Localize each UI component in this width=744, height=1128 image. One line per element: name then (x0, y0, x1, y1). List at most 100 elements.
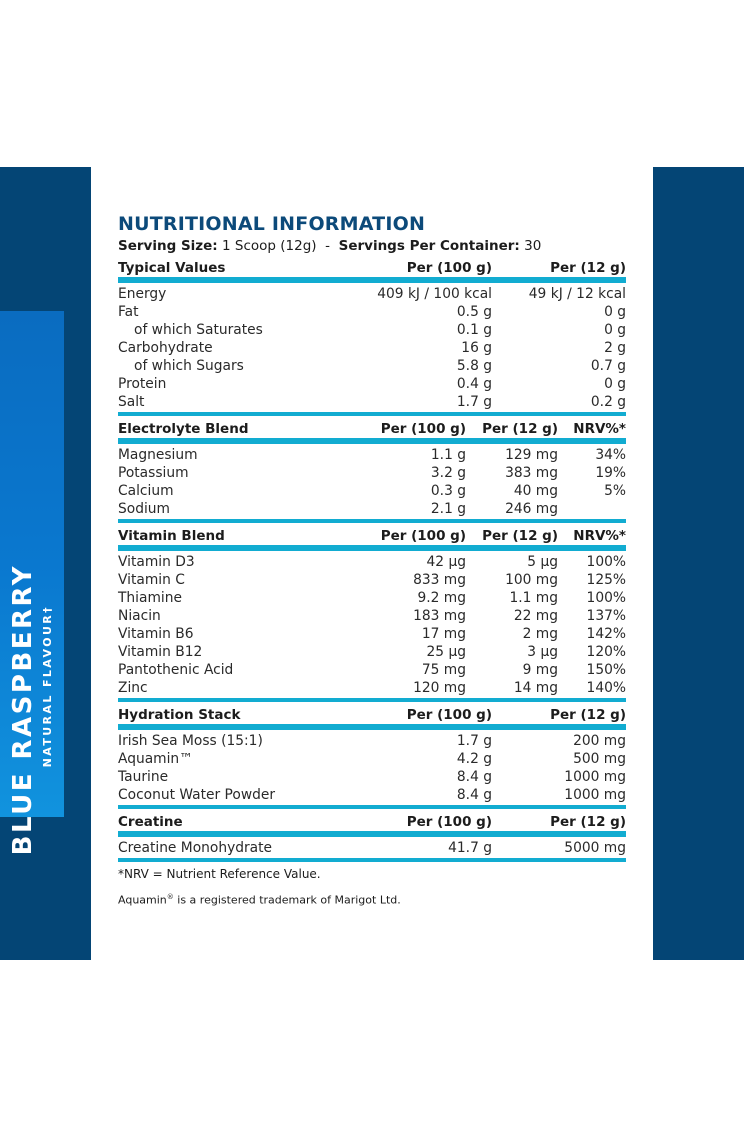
divider-rule (118, 545, 626, 551)
row-value-per100: 0.5 g (456, 304, 492, 320)
table-row: Magnesium 1.1 g 129 mg 34% (118, 446, 626, 464)
row-value-per100: 0.1 g (456, 322, 492, 338)
row-value-per12: 100 mg (505, 572, 558, 588)
flavour-subtitle: NATURAL FLAVOUR† (41, 604, 54, 768)
nrv-footnote: *NRV = Nutrient Reference Value. (118, 867, 321, 881)
row-value-per100: 183 mg (413, 608, 466, 624)
row-value-per100: 17 mg (421, 626, 466, 642)
row-value-nrv: 19% (595, 465, 626, 481)
column-header-nrv: NRV%* (573, 421, 626, 437)
row-label: Pantothenic Acid (118, 662, 234, 678)
divider-rule (118, 412, 626, 416)
row-value-per12: 0.2 g (590, 394, 626, 410)
row-value-nrv: 34% (595, 447, 626, 463)
table-header: Vitamin Blend Per (100 g) Per (12 g) NRV… (118, 523, 626, 545)
row-value-per12: 2 mg (522, 626, 558, 642)
flavour-label: BLUE RASPBERRY NATURAL FLAVOUR† (8, 564, 55, 856)
serving-size-value: 1 Scoop (12g) (222, 238, 317, 254)
row-label: Protein (118, 376, 167, 392)
table-row: Carbohydrate 16 g 2 g (118, 339, 626, 357)
row-value-nrv: 142% (586, 626, 626, 642)
nutrition-panel: NUTRITIONAL INFORMATION Serving Size: 1 … (118, 212, 626, 909)
row-value-per12: 246 mg (505, 501, 558, 517)
column-header-per12: Per (12 g) (482, 421, 558, 437)
row-value-per100: 41.7 g (448, 840, 492, 856)
table-row: Thiamine 9.2 mg 1.1 mg 100% (118, 589, 626, 607)
row-value-per100: 8.4 g (456, 787, 492, 803)
row-value-per12: 200 mg (573, 733, 626, 749)
servings-value: 30 (524, 238, 542, 254)
left-brand-band: BLUE RASPBERRY NATURAL FLAVOUR† (0, 167, 91, 960)
column-header-name: Typical Values (118, 260, 226, 276)
row-value-per12: 1.1 mg (509, 590, 558, 606)
table-row: Calcium 0.3 g 40 mg 5% (118, 482, 626, 500)
table-header: Electrolyte Blend Per (100 g) Per (12 g)… (118, 416, 626, 438)
row-value-per100: 42 µg (426, 554, 466, 570)
row-label: Sodium (118, 501, 170, 517)
row-value-per12: 9 mg (522, 662, 558, 678)
flavour-panel: BLUE RASPBERRY NATURAL FLAVOUR† (0, 311, 64, 855)
column-header-per100: Per (100 g) (406, 814, 492, 830)
column-header-name: Vitamin Blend (118, 528, 225, 544)
row-label: Taurine (118, 769, 169, 785)
table-row: Aquamin™ 4.2 g 500 mg (118, 750, 626, 768)
column-header-per100: Per (100 g) (380, 528, 466, 544)
creatine-table: Creatine Per (100 g) Per (12 g) Creatine… (118, 809, 626, 862)
serving-size-label: Serving Size: (118, 238, 218, 254)
row-value-per12: 3 µg (527, 644, 558, 660)
right-brand-band (653, 167, 744, 960)
row-value-per100: 0.3 g (430, 483, 466, 499)
row-value-per100: 2.1 g (430, 501, 466, 517)
row-value-per12: 1000 mg (564, 787, 626, 803)
column-header-per12: Per (12 g) (482, 528, 558, 544)
electrolyte-blend-table: Electrolyte Blend Per (100 g) Per (12 g)… (118, 416, 626, 523)
row-value-per100: 833 mg (413, 572, 466, 588)
row-value-per100: 120 mg (413, 680, 466, 696)
row-value-nrv: 125% (586, 572, 626, 588)
column-header-per100: Per (100 g) (406, 707, 492, 723)
row-label: Thiamine (118, 590, 182, 606)
row-value-per100: 75 mg (421, 662, 466, 678)
row-label: Zinc (118, 680, 148, 696)
flavour-name: BLUE RASPBERRY (8, 564, 38, 856)
row-value-nrv: 100% (586, 554, 626, 570)
trademark-brand: Aquamin (118, 893, 167, 907)
table-row: Pantothenic Acid 75 mg 9 mg 150% (118, 661, 626, 679)
table-row: Vitamin D3 42 µg 5 µg 100% (118, 553, 626, 571)
row-label: Potassium (118, 465, 189, 481)
table-row: Protein 0.4 g 0 g (118, 375, 626, 393)
row-label: Creatine Monohydrate (118, 840, 273, 856)
row-value-per12: 22 mg (513, 608, 558, 624)
row-value-nrv: 150% (586, 662, 626, 678)
row-value-per100: 3.2 g (430, 465, 466, 481)
row-label: Niacin (118, 608, 161, 624)
column-header-name: Creatine (118, 814, 183, 830)
row-value-per100: 9.2 mg (417, 590, 466, 606)
column-header-per12: Per (12 g) (550, 707, 626, 723)
row-value-per12: 129 mg (505, 447, 558, 463)
row-label: Fat (118, 304, 139, 320)
servings-label: Servings Per Container: (338, 238, 520, 254)
vitamin-blend-table: Vitamin Blend Per (100 g) Per (12 g) NRV… (118, 523, 626, 702)
row-value-per100: 25 µg (426, 644, 466, 660)
divider-rule (118, 519, 626, 523)
table-row: Salt 1.7 g 0.2 g (118, 393, 626, 411)
page-title: NUTRITIONAL INFORMATION (118, 213, 426, 235)
row-value-per12: 0.7 g (590, 358, 626, 374)
row-label: Coconut Water Powder (118, 787, 276, 803)
row-value-per12: 0 g (604, 376, 626, 392)
row-value-per12: 14 mg (513, 680, 558, 696)
row-label: Vitamin B6 (118, 626, 194, 642)
table-row: Fat 0.5 g 0 g (118, 303, 626, 321)
row-label: Carbohydrate (118, 340, 213, 356)
row-label: Vitamin D3 (118, 554, 195, 570)
row-label: Vitamin B12 (118, 644, 203, 660)
table-header: Creatine Per (100 g) Per (12 g) (118, 809, 626, 831)
divider-rule (118, 277, 626, 283)
row-label: Aquamin™ (118, 751, 193, 767)
row-value-nrv: 137% (586, 608, 626, 624)
row-value-per100: 409 kJ / 100 kcal (377, 286, 492, 302)
row-value-nrv: 100% (586, 590, 626, 606)
row-value-per12: 0 g (604, 322, 626, 338)
registered-mark: ® (166, 893, 174, 901)
